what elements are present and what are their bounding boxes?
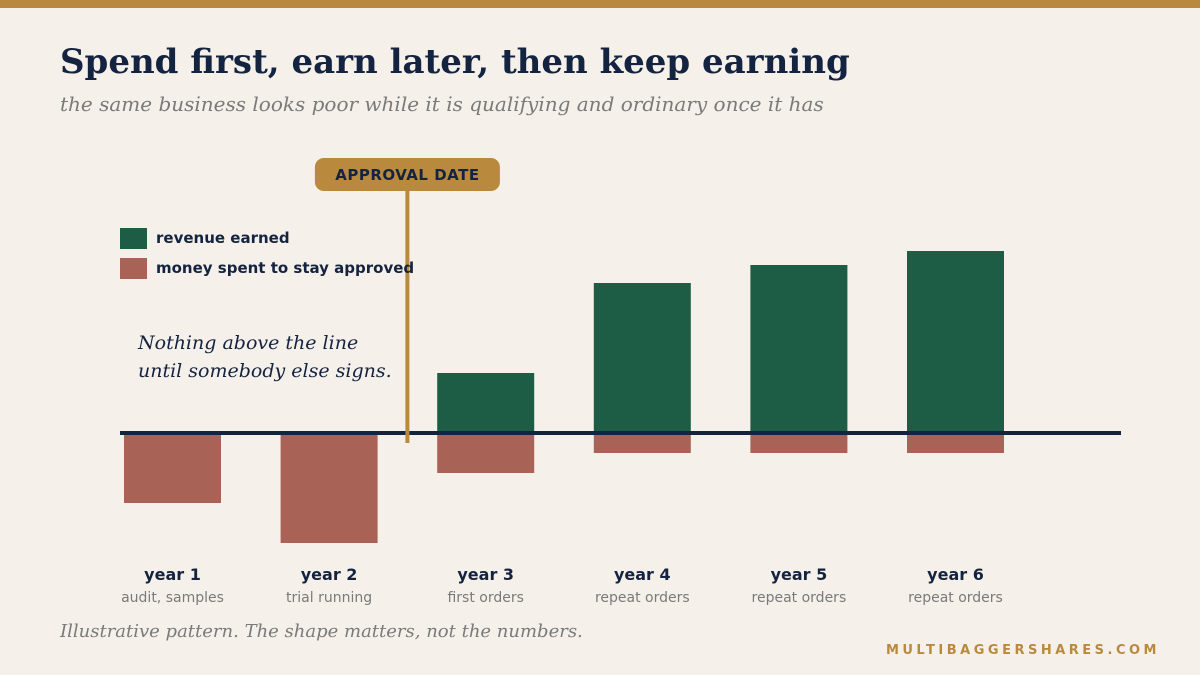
revenue-bar-3 [437, 373, 535, 433]
note-line-1: Nothing above the line [137, 332, 358, 354]
revenue-bar-4 [593, 283, 691, 433]
x-tick-sublabel-2: trial running [286, 590, 372, 606]
legend-swatch-revenue [120, 228, 147, 249]
spend-bar-1 [124, 433, 221, 503]
x-tick-label-3: year 3 [457, 565, 514, 584]
x-tick-label-4: year 4 [614, 565, 671, 584]
x-tick-sublabel-3: first orders [447, 590, 523, 606]
x-tick-label-1: year 1 [144, 565, 201, 584]
x-tick-sublabel-5: repeat orders [752, 590, 847, 606]
spend-bar-6 [907, 433, 1004, 453]
x-tick-label-5: year 5 [771, 565, 828, 584]
note-line-2: until somebody else signs. [138, 360, 392, 382]
spend-bar-4 [593, 433, 691, 453]
spend-bar-5 [750, 433, 848, 453]
legend-label-spend: money spent to stay approved [156, 259, 414, 277]
revenue-bar-6 [907, 251, 1004, 433]
x-tick-label-6: year 6 [927, 565, 984, 584]
x-tick-sublabel-6: repeat orders [908, 590, 1003, 606]
x-tick-label-2: year 2 [301, 565, 358, 584]
x-tick-sublabel-4: repeat orders [595, 590, 690, 606]
spend-bar-3 [437, 433, 535, 473]
brand-url: MULTIBAGGERSHARES.COM [885, 643, 1160, 658]
legend-swatch-spend [120, 258, 147, 279]
spend-bar-2 [280, 433, 378, 543]
legend-label-revenue: revenue earned [156, 229, 290, 247]
x-tick-sublabel-1: audit, samples [121, 590, 224, 606]
approval-date-badge [314, 158, 500, 191]
revenue-bar-5 [750, 265, 848, 433]
footnote: Illustrative pattern. The shape matters,… [60, 621, 583, 642]
top-accent-bar [0, 0, 1200, 8]
chart-subtitle: the same business looks poor while it is… [60, 92, 824, 116]
chart-title: Spend first, earn later, then keep earni… [60, 42, 850, 82]
approval-date-label: APPROVAL DATE [335, 166, 479, 184]
